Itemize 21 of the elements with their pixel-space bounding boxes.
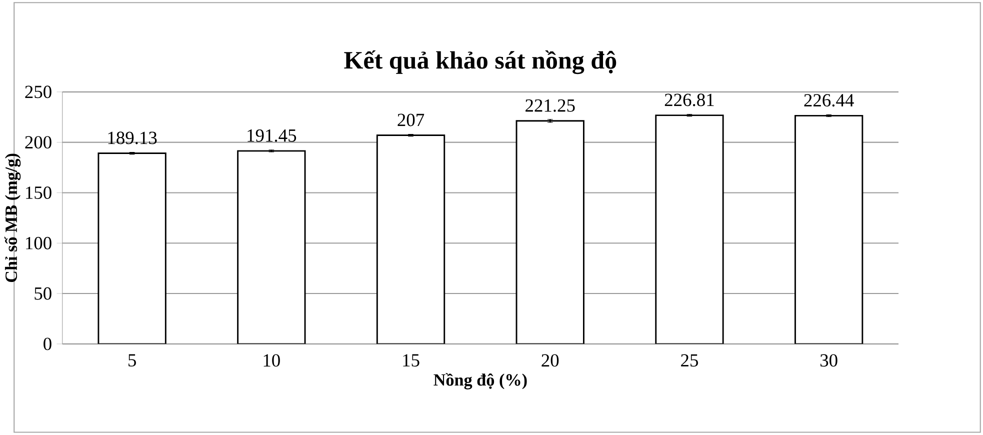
x-tick-label: 10 bbox=[264, 354, 280, 367]
data-label: 226.44 bbox=[804, 94, 854, 107]
x-tick-label: 30 bbox=[820, 354, 838, 367]
data-label: 226.81 bbox=[664, 94, 714, 106]
y-tick-label: 50 bbox=[34, 287, 52, 300]
x-tick-label: 20 bbox=[542, 354, 559, 367]
y-tick-label: 150 bbox=[26, 186, 52, 200]
data-label: 207 bbox=[398, 114, 424, 126]
x-axis-title: Nồng độ (%) bbox=[434, 373, 527, 390]
x-tick-label: 15 bbox=[403, 354, 420, 367]
y-tick-label: 200 bbox=[25, 136, 52, 149]
y-tick-label: 100 bbox=[26, 236, 52, 250]
x-tick-label: 25 bbox=[681, 354, 698, 367]
chart-title: Kết quả khảo sát nồng độ bbox=[344, 50, 616, 74]
y-tick-label: 0 bbox=[44, 338, 52, 350]
y-tick-label: 250 bbox=[25, 86, 52, 98]
data-label: 189.13 bbox=[108, 132, 157, 144]
data-label: 221.25 bbox=[526, 99, 575, 112]
data-label: 191.45 bbox=[248, 129, 296, 142]
y-axis-title: Chỉ số MB (mg/g) bbox=[4, 154, 21, 282]
x-tick-label: 5 bbox=[128, 354, 136, 367]
